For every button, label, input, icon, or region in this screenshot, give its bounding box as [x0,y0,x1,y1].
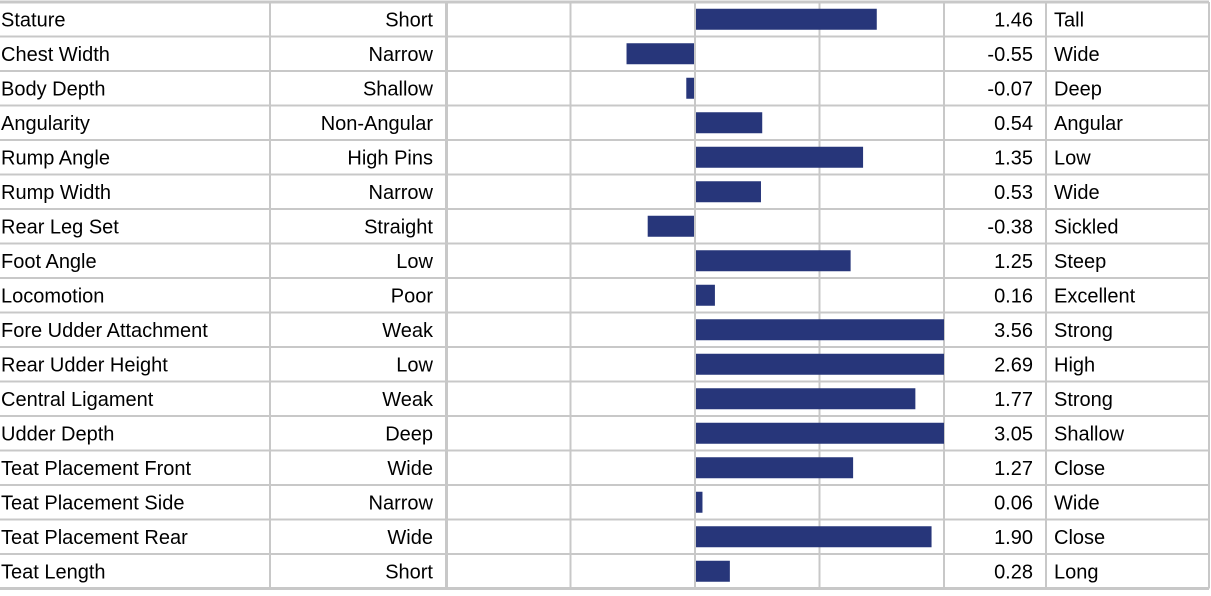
trait-label: Rear Udder Height [1,354,168,376]
low-end-label: High Pins [347,147,433,169]
bar [696,146,864,168]
low-end-label: Weak [382,320,434,342]
high-end-label: Shallow [1054,423,1125,445]
value-label: 1.77 [994,389,1033,411]
bar [696,388,916,410]
bar [696,560,730,582]
low-end-label: Low [396,251,433,273]
low-end-label: Wide [387,527,433,549]
trait-label: Rump Width [1,182,111,204]
trait-label: Body Depth [1,78,106,100]
bar [686,77,694,99]
value-label: 1.90 [994,527,1033,549]
high-end-label: Close [1054,527,1105,549]
trait-label: Teat Placement Front [1,458,192,480]
value-label: 0.16 [994,285,1033,307]
bar [647,215,694,237]
low-end-label: Narrow [369,492,434,514]
high-end-label: Deep [1054,78,1102,100]
trait-label: Fore Udder Attachment [1,320,208,342]
high-end-label: Close [1054,458,1105,480]
high-end-label: Angular [1054,113,1123,135]
high-end-label: Sickled [1054,216,1118,238]
trait-label: Udder Depth [1,423,114,445]
high-end-label: Strong [1054,389,1113,411]
low-end-label: Short [385,561,433,583]
bar [696,181,761,203]
value-label: 0.28 [994,561,1033,583]
high-end-label: Tall [1054,9,1084,31]
low-end-label: Low [396,354,433,376]
high-end-label: Wide [1054,44,1100,66]
high-end-label: Wide [1054,492,1100,514]
trait-label: Teat Placement Side [1,492,184,514]
low-end-label: Deep [385,423,433,445]
bar [696,422,944,444]
trait-label: Angularity [1,113,90,135]
value-label: 1.27 [994,458,1033,480]
value-label: 1.25 [994,251,1033,273]
high-end-label: Steep [1054,251,1106,273]
bar [696,457,854,479]
trait-label: Teat Placement Rear [1,527,188,549]
value-label: 0.53 [994,182,1033,204]
low-end-label: Narrow [369,182,434,204]
low-end-label: Straight [364,216,433,238]
trait-label: Rear Leg Set [1,216,119,238]
trait-label: Stature [1,9,65,31]
value-label: 0.54 [994,113,1033,135]
value-label: 2.69 [994,354,1033,376]
value-label: 1.46 [994,9,1033,31]
low-end-label: Short [385,9,433,31]
bar [626,43,694,65]
trait-label: Chest Width [1,44,110,66]
low-end-label: Narrow [369,44,434,66]
high-end-label: Low [1054,147,1091,169]
high-end-label: High [1054,354,1095,376]
bar [696,526,932,548]
bar [696,284,715,306]
trait-label: Foot Angle [1,251,97,273]
bar [696,491,703,513]
value-label: 3.56 [994,320,1033,342]
high-end-label: Long [1054,561,1099,583]
value-label: -0.38 [987,216,1033,238]
value-label: -0.07 [987,78,1033,100]
trait-label: Central Ligament [1,389,154,411]
bar [696,8,877,30]
value-label: 3.05 [994,423,1033,445]
trait-label: Locomotion [1,285,104,307]
value-label: 0.06 [994,492,1033,514]
trait-label: Teat Length [1,561,106,583]
trait-label: Rump Angle [1,147,110,169]
value-label: -0.55 [987,44,1033,66]
low-end-label: Poor [391,285,434,307]
bar [696,112,763,134]
low-end-label: Shallow [363,78,434,100]
bar [696,250,851,272]
bar [696,353,944,375]
high-end-label: Wide [1054,182,1100,204]
low-end-label: Weak [382,389,434,411]
low-end-label: Wide [387,458,433,480]
high-end-label: Excellent [1054,285,1136,307]
low-end-label: Non-Angular [321,113,434,135]
bar [696,319,944,341]
value-label: 1.35 [994,147,1033,169]
high-end-label: Strong [1054,320,1113,342]
